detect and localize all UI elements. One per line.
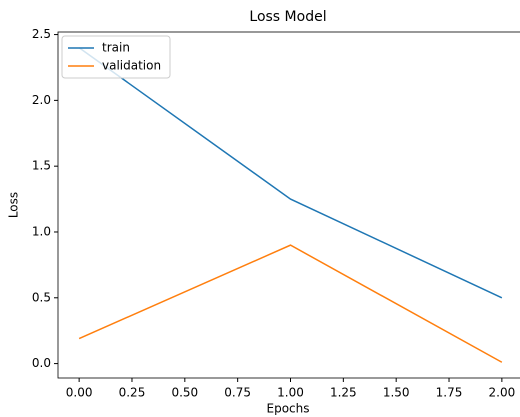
x-tick-label: 0.00	[66, 386, 93, 400]
y-tick-label: 0.0	[32, 356, 51, 370]
x-axis-label: Epochs	[267, 402, 310, 416]
y-axis-label: Loss	[7, 192, 21, 218]
x-tick-label: 2.00	[489, 386, 516, 400]
x-tick-label: 1.50	[383, 386, 410, 400]
line-series	[78, 47, 503, 299]
legend-label: train	[102, 41, 130, 55]
legend-label: validation	[102, 59, 161, 73]
chart-title: Loss Model	[249, 9, 326, 25]
line-series	[78, 244, 503, 363]
x-tick-label: 1.75	[436, 386, 463, 400]
y-tick-label: 2.5	[32, 27, 51, 41]
y-tick-label: 2.0	[32, 93, 51, 107]
x-tick-label: 0.50	[171, 386, 198, 400]
x-tick-label: 0.25	[119, 386, 146, 400]
y-tick-label: 1.0	[32, 224, 51, 238]
y-tick-label: 0.5	[32, 290, 51, 304]
legend-box	[61, 35, 171, 79]
plot-frame	[57, 31, 520, 379]
x-tick-label: 1.00	[277, 386, 304, 400]
x-tick-label: 0.75	[224, 386, 251, 400]
y-tick-label: 1.5	[32, 159, 51, 173]
x-tick-label: 1.25	[330, 386, 357, 400]
